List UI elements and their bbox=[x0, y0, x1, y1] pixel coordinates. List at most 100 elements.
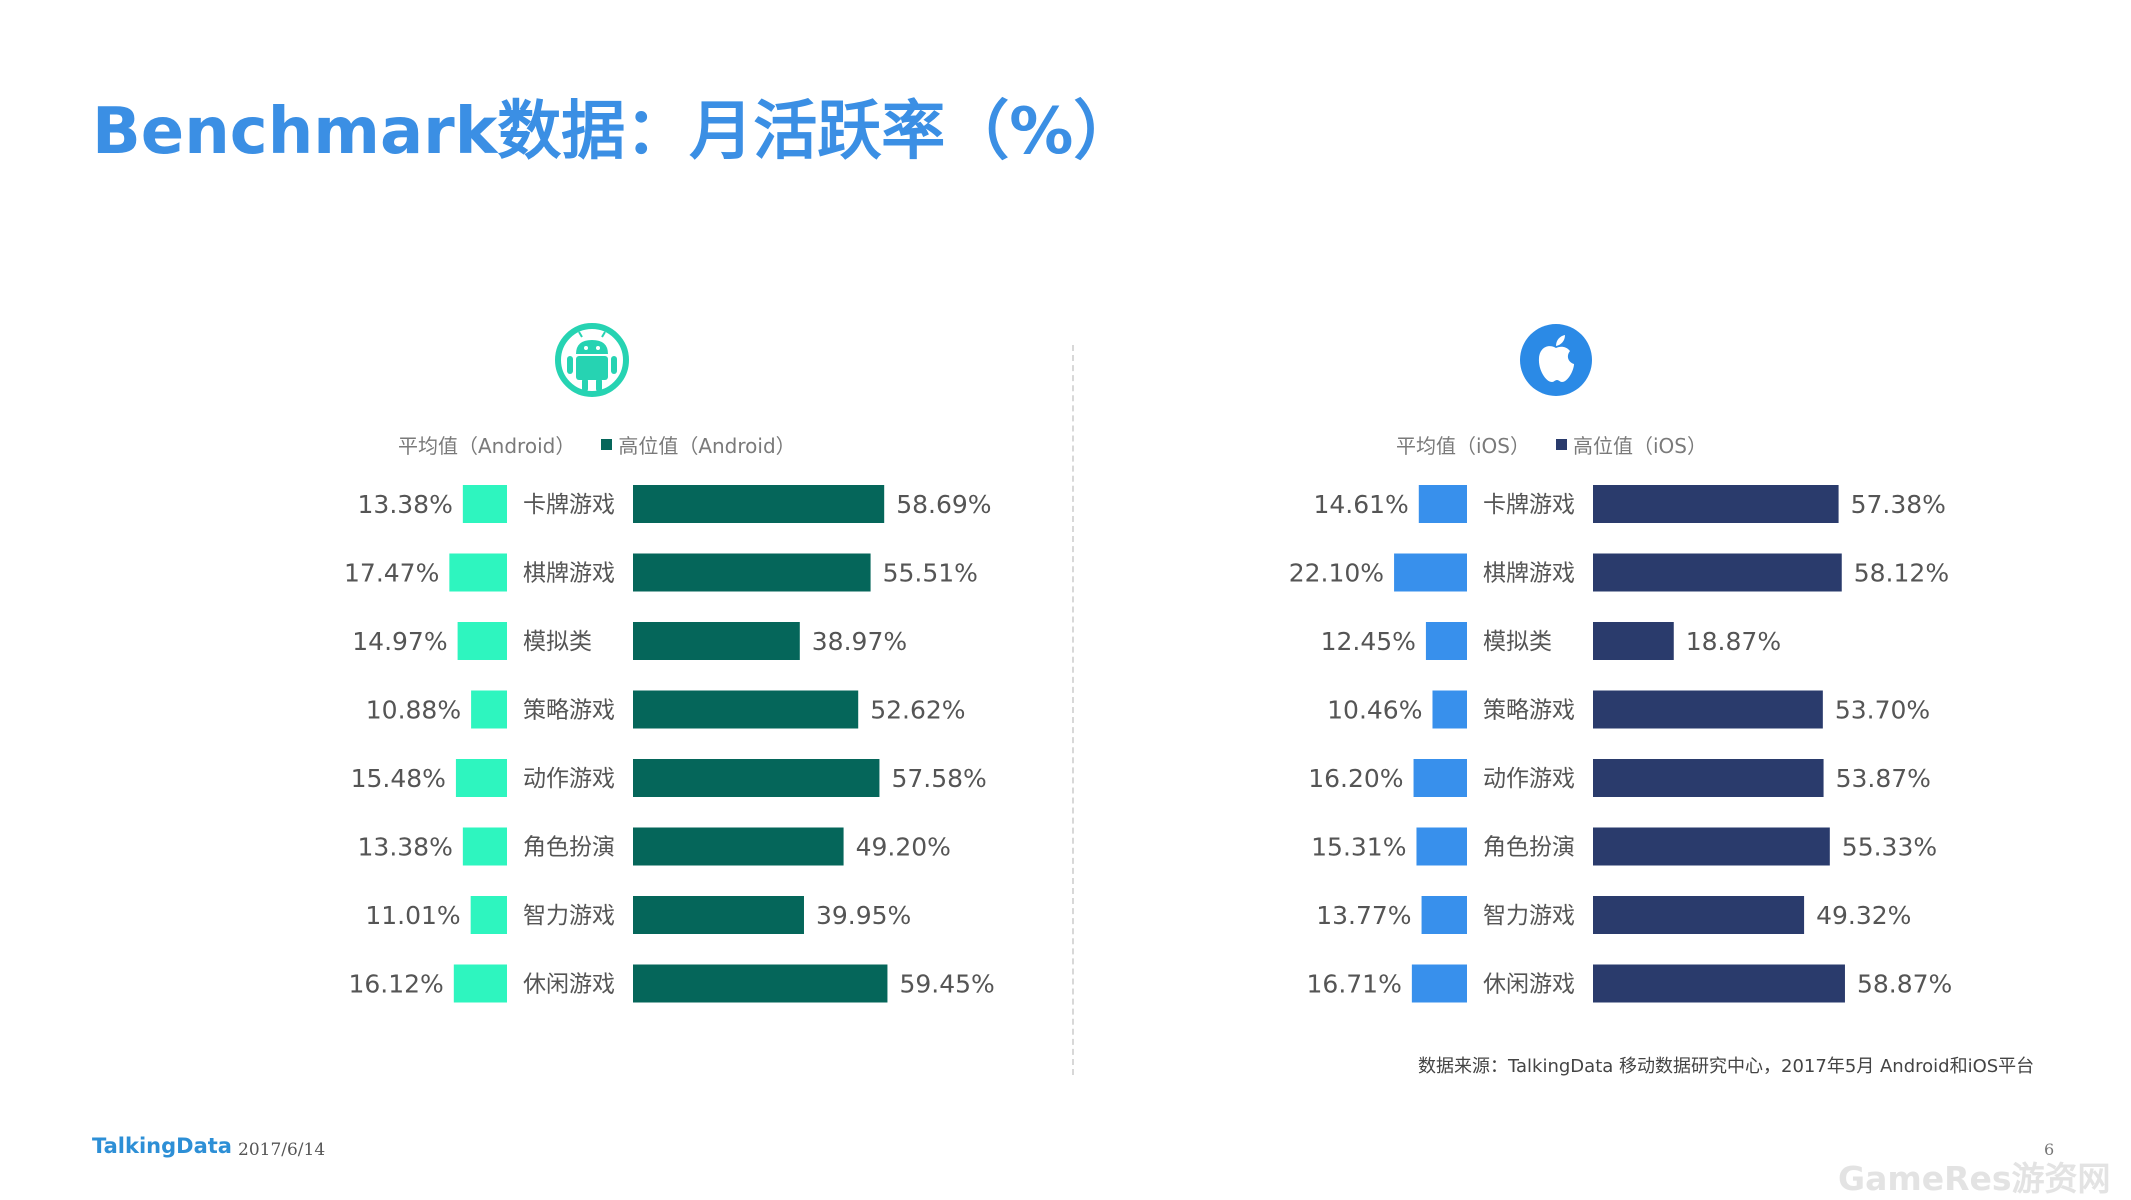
ios-high-label: 55.33% bbox=[1842, 833, 1937, 862]
ios-avg-label: 14.61% bbox=[1313, 490, 1408, 519]
ios-high-label: 58.87% bbox=[1857, 970, 1952, 999]
android-avg-label: 11.01% bbox=[365, 901, 460, 930]
ios-avg-bar bbox=[1413, 759, 1467, 797]
legend-android-high-label: 高位值（Android） bbox=[618, 434, 796, 458]
android-high-label: 58.69% bbox=[896, 490, 991, 519]
android-high-bar bbox=[633, 553, 871, 592]
ios-avg-label: 15.31% bbox=[1311, 833, 1406, 862]
page-title: Benchmark数据：月活跃率（%） bbox=[92, 95, 1138, 169]
android-avg-bar bbox=[462, 827, 507, 866]
android-high-label: 55.51% bbox=[883, 559, 978, 588]
legend-android-high: 高位值（Android） bbox=[601, 430, 796, 459]
ios-avg-bar bbox=[1411, 964, 1467, 1003]
ios-avg-label: 10.46% bbox=[1327, 696, 1422, 725]
legend-android-high-swatch bbox=[601, 439, 613, 450]
talkingdata-logo: TalkingData bbox=[92, 1134, 232, 1158]
android-chart-panel: 平均值（Android） 高位值（Android） 13.38% 卡牌游戏 58.6… bbox=[230, 320, 1130, 1080]
android-category-label: 策略游戏 bbox=[523, 698, 615, 724]
legend-ios-avg-label: 平均值（iOS） bbox=[1396, 434, 1530, 458]
ios-category-label: 模拟类 bbox=[1483, 629, 1552, 655]
android-category-label: 卡牌游戏 bbox=[523, 492, 615, 518]
ios-avg-bar bbox=[1425, 622, 1467, 660]
android-high-label: 57.58% bbox=[891, 764, 986, 793]
android-high-label: 39.95% bbox=[816, 901, 911, 930]
android-avg-bar bbox=[455, 759, 507, 797]
legend-ios-high-swatch bbox=[1556, 439, 1567, 450]
android-legend: 平均值（Android） 高位值（Android） bbox=[398, 430, 822, 459]
android-high-label: 59.45% bbox=[899, 970, 994, 999]
legend-android-avg-label: 平均值（Android） bbox=[398, 434, 576, 458]
ios-high-label: 53.70% bbox=[1835, 696, 1930, 725]
android-high-label: 49.20% bbox=[856, 833, 951, 862]
ios-avg-bar bbox=[1432, 690, 1467, 729]
android-avg-label: 13.38% bbox=[358, 833, 453, 862]
ios-category-label: 角色扮演 bbox=[1483, 835, 1575, 861]
ios-avg-bar bbox=[1416, 827, 1467, 866]
android-avg-label: 14.97% bbox=[352, 627, 447, 656]
android-high-bar bbox=[633, 690, 859, 729]
android-avg-bar bbox=[453, 964, 507, 1003]
android-avg-bar bbox=[457, 622, 507, 660]
android-high-label: 38.97% bbox=[812, 627, 907, 656]
ios-category-label: 策略游戏 bbox=[1483, 698, 1575, 724]
android-category-label: 模拟类 bbox=[523, 629, 592, 655]
ios-high-bar bbox=[1593, 553, 1842, 592]
ios-high-bar bbox=[1593, 827, 1830, 866]
apple-icon bbox=[1520, 324, 1592, 396]
legend-android-avg: 平均值（Android） bbox=[398, 430, 575, 459]
ios-high-bar bbox=[1593, 964, 1845, 1003]
ios-avg-label: 13.77% bbox=[1316, 901, 1411, 930]
android-category-label: 棋牌游戏 bbox=[523, 561, 615, 587]
android-avg-bar bbox=[449, 553, 507, 592]
legend-ios-high-label: 高位值（iOS） bbox=[1573, 434, 1707, 458]
ios-high-label: 57.38% bbox=[1851, 490, 1946, 519]
ios-avg-bar bbox=[1421, 896, 1467, 934]
ios-category-label: 休闲游戏 bbox=[1483, 972, 1575, 998]
android-avg-bar bbox=[471, 690, 507, 729]
ios-bar-rows: 14.61% 卡牌游戏 57.38% 22.10% 棋牌游戏 58.12% 12.45% 模拟… bbox=[1289, 485, 1952, 1003]
ios-avg-label: 16.71% bbox=[1307, 970, 1402, 999]
ios-high-label: 49.32% bbox=[1816, 901, 1911, 930]
ios-high-label: 18.87% bbox=[1686, 627, 1781, 656]
legend-ios-avg: 平均值（iOS） bbox=[1396, 430, 1530, 459]
panel-divider bbox=[1072, 345, 1074, 1075]
android-avg-label: 16.12% bbox=[348, 970, 443, 999]
ios-high-bar bbox=[1593, 759, 1824, 797]
android-high-bar bbox=[633, 759, 880, 797]
android-avg-label: 15.48% bbox=[351, 764, 446, 793]
ios-high-label: 53.87% bbox=[1836, 764, 1931, 793]
android-high-bar bbox=[633, 964, 888, 1003]
ios-legend: 平均值（iOS） 高位值（iOS） bbox=[1396, 430, 1733, 459]
android-icon bbox=[555, 323, 629, 397]
gameres-watermark: GameRes游资网 bbox=[1838, 1159, 2111, 1198]
android-category-label: 智力游戏 bbox=[523, 903, 615, 929]
ios-avg-label: 12.45% bbox=[1321, 627, 1416, 656]
android-high-bar bbox=[633, 896, 804, 934]
android-category-label: 角色扮演 bbox=[523, 835, 615, 861]
android-high-bar bbox=[633, 827, 844, 866]
ios-category-label: 卡牌游戏 bbox=[1483, 492, 1575, 518]
ios-high-bar bbox=[1593, 485, 1839, 523]
android-avg-label: 17.47% bbox=[344, 559, 439, 588]
android-high-bar bbox=[633, 485, 885, 523]
android-category-label: 休闲游戏 bbox=[523, 972, 615, 998]
ios-high-bar bbox=[1593, 896, 1805, 934]
android-avg-label: 13.38% bbox=[358, 490, 453, 519]
ios-avg-label: 22.10% bbox=[1289, 559, 1384, 588]
data-source-note: 数据来源：TalkingData 移动数据研究中心，2017年5月 Androi… bbox=[1418, 1056, 2035, 1077]
android-bar-rows: 13.38% 卡牌游戏 58.69% 17.47% 棋牌游戏 55.51% 14.97% 模拟… bbox=[344, 485, 995, 1003]
ios-avg-bar bbox=[1394, 553, 1467, 592]
android-avg-label: 10.88% bbox=[366, 696, 461, 725]
ios-high-bar bbox=[1593, 690, 1823, 729]
page-number: 6 bbox=[2044, 1140, 2055, 1159]
footer-date: 2017/6/14 bbox=[238, 1140, 326, 1160]
ios-chart-panel: 平均值（iOS） 高位值（iOS） 14.61% 卡牌游戏 57.38% 22.10%… bbox=[1190, 320, 2090, 1080]
android-category-label: 动作游戏 bbox=[523, 766, 615, 792]
android-high-bar bbox=[633, 622, 800, 660]
ios-high-bar bbox=[1593, 622, 1674, 660]
legend-ios-high: 高位值（iOS） bbox=[1556, 430, 1707, 459]
android-high-label: 52.62% bbox=[870, 696, 965, 725]
ios-category-label: 智力游戏 bbox=[1483, 903, 1575, 929]
ios-avg-label: 16.20% bbox=[1308, 764, 1403, 793]
android-avg-bar bbox=[462, 485, 507, 523]
